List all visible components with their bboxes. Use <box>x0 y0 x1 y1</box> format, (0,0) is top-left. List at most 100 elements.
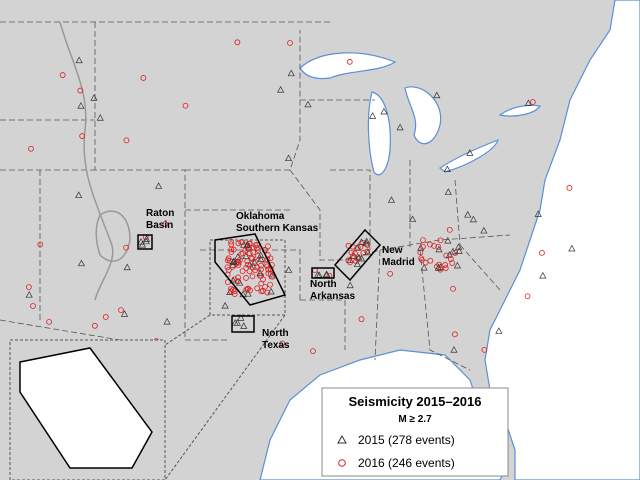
event-2015 <box>163 317 171 325</box>
lake-ontario <box>498 104 541 117</box>
event-2015 <box>408 215 417 223</box>
event-2016 <box>287 40 293 46</box>
event-2015 <box>469 215 477 223</box>
event-2016 <box>182 102 189 109</box>
event-2016 <box>254 264 261 271</box>
event-2015 <box>90 94 98 101</box>
event-2016 <box>254 253 261 259</box>
event-2016 <box>437 237 444 244</box>
event-2016 <box>77 87 84 94</box>
event-2015 <box>357 238 366 245</box>
event-2015 <box>346 281 354 289</box>
event-2016 <box>352 250 358 257</box>
event-2015 <box>75 56 83 64</box>
event-2016 <box>437 266 444 273</box>
lake-erie <box>438 138 499 173</box>
event-2016 <box>450 285 456 292</box>
event-2016 <box>102 314 109 320</box>
event-2016 <box>243 286 250 293</box>
event-2015 <box>453 261 461 269</box>
event-2016 <box>263 261 270 268</box>
event-2016 <box>264 289 271 296</box>
event-2016 <box>243 264 250 271</box>
event-2015 <box>420 263 428 271</box>
event-2016 <box>244 261 251 268</box>
event-2015 <box>353 260 361 267</box>
event-2015 <box>304 100 312 108</box>
event-2016 <box>123 244 130 251</box>
event-2016 <box>566 184 573 191</box>
event-2015 <box>25 290 33 298</box>
region-label: Madrid <box>382 257 415 268</box>
event-2016 <box>91 322 98 329</box>
event-2015 <box>142 237 150 245</box>
event-2015 <box>251 258 259 266</box>
event-2016 <box>265 266 272 273</box>
event-2016 <box>260 276 266 283</box>
event-2015 <box>444 188 452 195</box>
event-2016 <box>267 271 274 277</box>
event-2015 <box>240 322 248 329</box>
event-2015 <box>495 327 503 334</box>
legend-circle <box>338 459 346 467</box>
region-label: Basin <box>146 220 173 231</box>
event-2016 <box>140 75 147 81</box>
event-2015 <box>123 263 131 271</box>
event-2016 <box>228 246 235 253</box>
event-2015 <box>221 301 229 309</box>
event-2015 <box>77 102 85 109</box>
event-2016 <box>235 240 242 247</box>
event-2016 <box>231 291 238 297</box>
event-2016 <box>246 250 253 257</box>
region-label: Southern Kansas <box>236 223 319 234</box>
event-2015 <box>155 182 163 189</box>
event-2015 <box>387 196 396 203</box>
event-2016 <box>79 133 86 139</box>
event-2016 <box>59 72 66 78</box>
event-2016 <box>443 252 450 259</box>
region-label: New <box>382 245 403 256</box>
state-borders <box>0 21 511 371</box>
event-2015 <box>142 235 151 242</box>
event-2016 <box>234 39 241 46</box>
event-2016 <box>347 259 353 266</box>
event-2016 <box>310 348 316 355</box>
legend-triangle <box>337 434 347 444</box>
event-2015 <box>120 310 129 317</box>
region-label: Arkansas <box>310 291 355 302</box>
event-2016 <box>452 249 459 256</box>
study-regions <box>9 228 382 480</box>
event-2016 <box>435 243 442 250</box>
region-label: North <box>262 328 289 339</box>
event-2015 <box>256 269 264 276</box>
event-2015 <box>322 270 330 278</box>
event-2016 <box>419 243 426 250</box>
event-2015 <box>277 85 285 93</box>
lake-superior <box>299 52 397 80</box>
event-2016 <box>358 316 365 323</box>
lake-michigan <box>367 91 391 176</box>
event-2016 <box>239 268 246 275</box>
event-2016 <box>346 58 353 65</box>
event-2015 <box>231 319 239 326</box>
event-2016 <box>25 284 32 291</box>
event-2016 <box>37 241 44 248</box>
event-2015 <box>237 314 245 321</box>
event-2015 <box>364 248 372 256</box>
event-2016 <box>30 303 36 309</box>
event-2016 <box>252 258 258 265</box>
event-2015 <box>480 226 488 234</box>
event-2016 <box>524 293 531 300</box>
event-2016 <box>243 275 249 281</box>
event-2015 <box>96 114 104 121</box>
event-2016 <box>447 256 454 262</box>
legend-box <box>321 387 509 477</box>
event-2016 <box>46 318 53 325</box>
event-2016 <box>264 256 271 263</box>
event-2015 <box>246 260 254 268</box>
event-2016 <box>364 248 371 255</box>
event-2015 <box>449 247 457 255</box>
event-2015 <box>464 210 472 218</box>
